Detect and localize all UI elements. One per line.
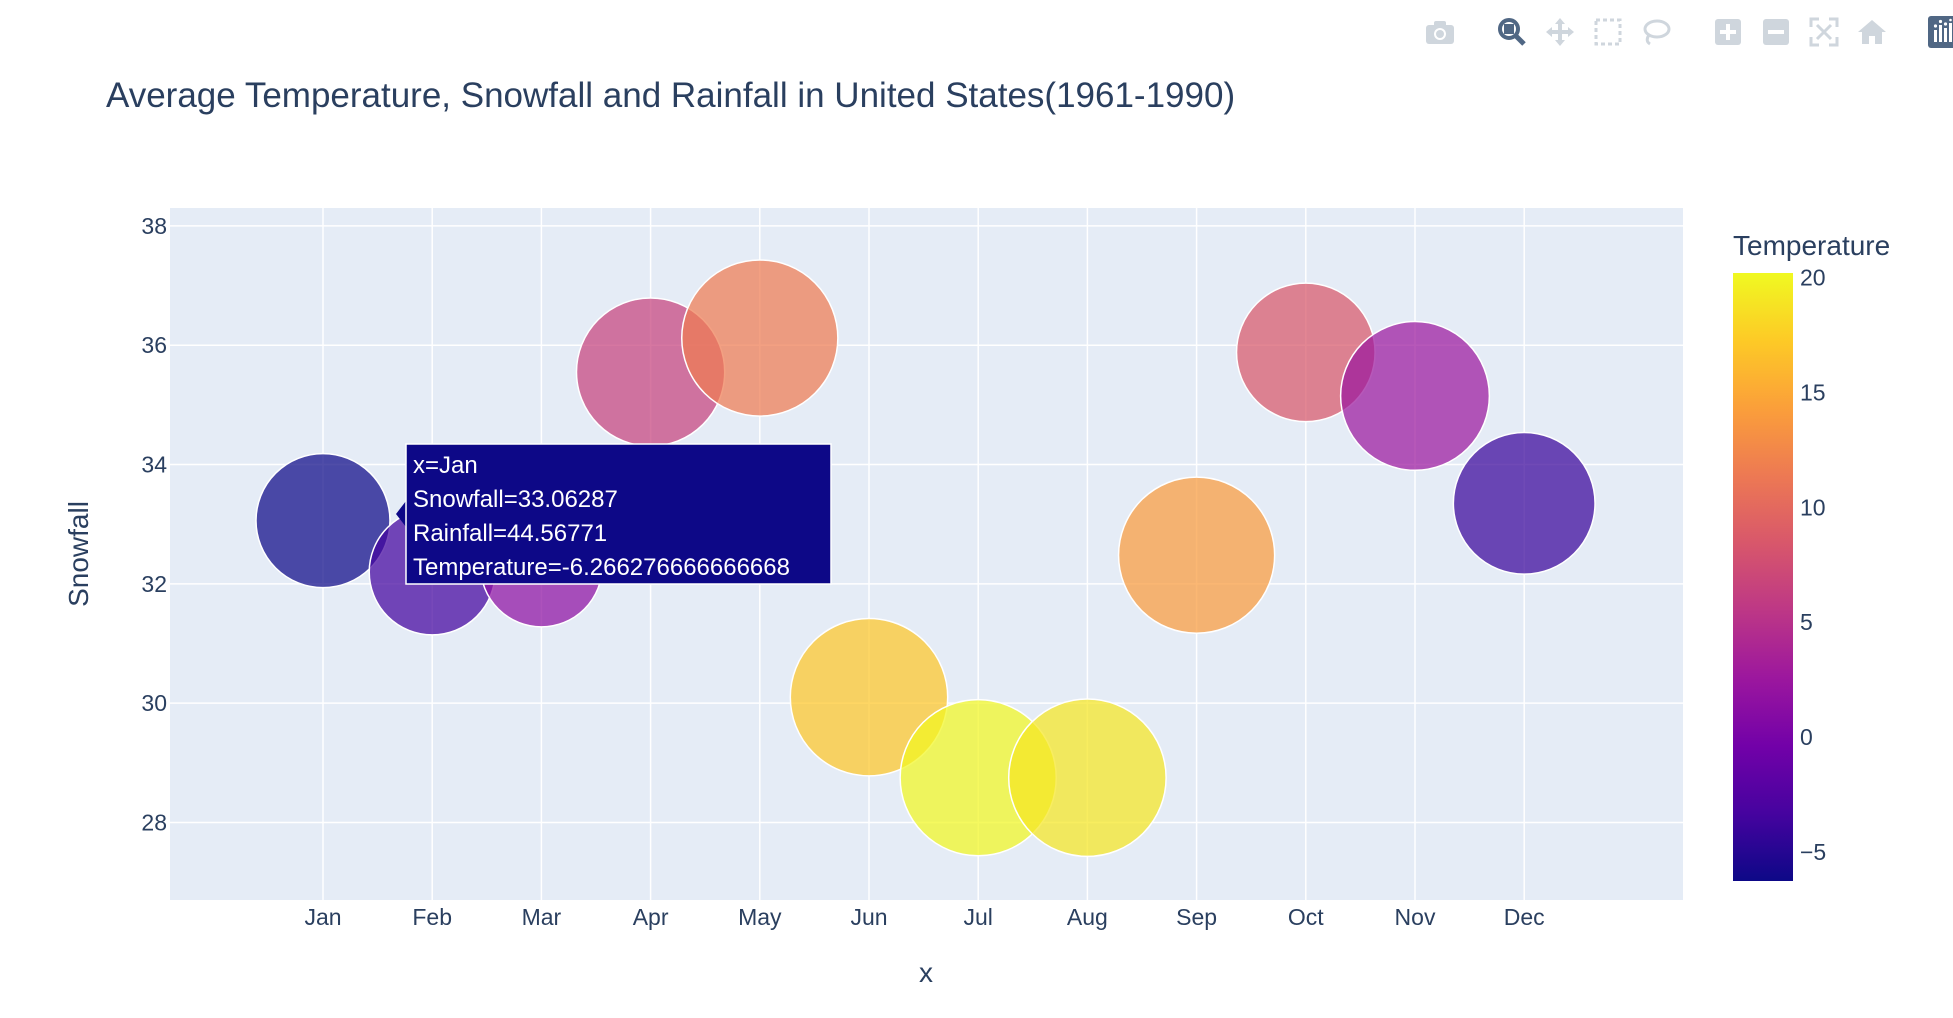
y-tick-label: 32 <box>141 571 167 597</box>
hover-tooltip-box <box>405 443 832 585</box>
x-tick-label: Jun <box>850 904 887 930</box>
hover-line-x: x=Jan <box>413 452 478 479</box>
x-tick-label: Jan <box>304 904 341 930</box>
y-tick-label: 28 <box>141 809 167 835</box>
colorbar-tick-label: 15 <box>1800 379 1826 405</box>
x-tick-label: Feb <box>412 904 452 930</box>
colorbar: Temperature −5 0 5 10 15 20 <box>1733 230 1890 881</box>
x-tick-labels: Jan Feb Mar Apr May Jun Jul Aug Sep Oct Nov Dec <box>304 904 1544 930</box>
y-tick-labels: 28 30 32 34 36 38 <box>141 213 167 836</box>
camera-icon[interactable] <box>1420 12 1460 52</box>
bubble-dec[interactable] <box>1452 431 1596 575</box>
lasso-icon[interactable] <box>1636 12 1676 52</box>
x-tick-label: Sep <box>1176 904 1217 930</box>
colorbar-tick-label: 20 <box>1800 265 1826 291</box>
x-axis-title: x <box>919 957 933 988</box>
bubble-nov[interactable] <box>1339 320 1491 472</box>
reset-axes-icon[interactable] <box>1852 12 1892 52</box>
pan-icon[interactable] <box>1540 12 1580 52</box>
x-tick-label: Aug <box>1067 904 1108 930</box>
y-tick-label: 30 <box>141 690 167 716</box>
zoom-out-icon[interactable] <box>1756 12 1796 52</box>
box-select-icon[interactable] <box>1588 12 1628 52</box>
bubble-jan[interactable] <box>255 452 391 589</box>
x-tick-label: Apr <box>633 904 669 930</box>
x-tick-label: May <box>738 904 782 930</box>
autoscale-icon[interactable] <box>1804 12 1844 52</box>
hover-line-rainfall: Rainfall=44.56771 <box>413 520 607 547</box>
bubble-aug[interactable] <box>1007 698 1167 858</box>
x-tick-label: Jul <box>963 904 992 930</box>
bubble-may[interactable] <box>681 259 839 417</box>
colorbar-tick-label: −5 <box>1800 839 1826 865</box>
x-tick-label: Oct <box>1288 904 1324 930</box>
colorbar-tick-label: 5 <box>1800 609 1813 635</box>
zoom-icon[interactable] <box>1492 12 1532 52</box>
hover-tooltip-pointer <box>396 501 406 527</box>
hover-line-temperature: Temperature=-6.266276666666668 <box>413 554 790 581</box>
colorbar-title: Temperature <box>1733 230 1890 261</box>
y-tick-label: 34 <box>141 452 167 478</box>
plotly-logo-icon[interactable] <box>1924 12 1953 52</box>
modebar <box>1420 12 1953 52</box>
colorbar-tick-label: 10 <box>1800 494 1826 520</box>
y-tick-label: 38 <box>141 213 167 239</box>
y-tick-label: 36 <box>141 332 167 358</box>
zoom-in-icon[interactable] <box>1708 12 1748 52</box>
colorbar-tick-label: 0 <box>1800 724 1813 750</box>
colorbar-tick-labels: −5 0 5 10 15 20 <box>1800 265 1826 865</box>
bubble-jun[interactable] <box>789 617 949 777</box>
x-tick-label: Nov <box>1395 904 1436 930</box>
chart-title: Average Temperature, Snowfall and Rainfa… <box>106 76 1235 115</box>
y-axis-title: Snowfall <box>63 501 94 607</box>
colorbar-gradient <box>1733 273 1793 881</box>
x-tick-label: Dec <box>1504 904 1545 930</box>
hover-line-snowfall: Snowfall=33.06287 <box>413 486 618 513</box>
bubble-sep[interactable] <box>1117 476 1276 634</box>
x-tick-label: Mar <box>522 904 562 930</box>
hover-tooltip: x=Jan Snowfall=33.06287 Rainfall=44.5677… <box>396 443 832 585</box>
